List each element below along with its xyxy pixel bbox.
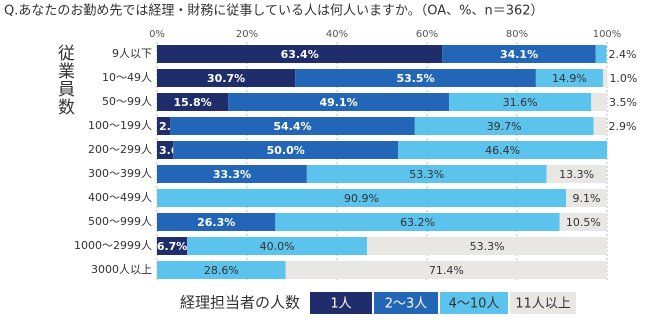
value-label: 10.5%: [566, 216, 601, 229]
bar-segment: [157, 189, 567, 207]
x-tick-label: 20%: [236, 29, 258, 40]
legend-title: 経理担当者の人数: [180, 294, 300, 312]
y-axis-label: 従業員数: [54, 44, 74, 116]
bar-segment: [546, 165, 607, 183]
y-tick-label: 1000～2999人: [74, 239, 152, 252]
bar-segment: [442, 45, 596, 63]
value-label: 28.6%: [204, 264, 239, 277]
bar-segment: [535, 69, 603, 87]
bar-segment: [306, 165, 547, 183]
bar-segment: [187, 237, 368, 255]
value-label: 13.3%: [559, 168, 594, 181]
legend-label: 11人以上: [515, 297, 571, 312]
value-label: 40.0%: [260, 240, 295, 253]
bar-segment: [173, 141, 399, 159]
bar-segment: [449, 93, 592, 111]
bar-segment: [157, 93, 229, 111]
value-label: 46.4%: [485, 144, 520, 157]
value-label: 53.5%: [396, 72, 434, 85]
value-label: 53.3%: [470, 240, 505, 253]
bar-segment: [228, 93, 450, 111]
value-label: 26.3%: [197, 216, 235, 229]
x-tick-label: 0%: [149, 29, 165, 40]
value-label: 39.7%: [487, 120, 522, 133]
bar-segment: [157, 261, 286, 279]
value-label: 53.3%: [409, 168, 444, 181]
y-tick-label: 500～999人: [88, 215, 152, 228]
value-label: 31.6%: [503, 96, 538, 109]
bar-segment: [157, 69, 296, 87]
bar-segment: [367, 237, 607, 255]
chart-title: Q.あなたのお勤め先では経理・財務に従事している人は何人いますか。（OA、%、n…: [4, 3, 544, 19]
bar-segment: [414, 117, 594, 135]
bar-segment: [591, 93, 607, 111]
x-tick-label: 40%: [326, 29, 348, 40]
legend-swatch: [440, 292, 508, 314]
legend-swatch: [310, 292, 372, 314]
value-label: 15.8%: [173, 96, 211, 109]
value-label: 49.1%: [319, 96, 357, 109]
legend-label: 4～10人: [449, 297, 500, 312]
value-label: 30.7%: [207, 72, 245, 85]
value-label: 14.9%: [552, 72, 587, 85]
value-label: 50.0%: [267, 144, 305, 157]
bar-segment: [602, 69, 608, 87]
value-label: 34.1%: [500, 48, 538, 61]
x-tick-label: 100%: [593, 29, 622, 40]
y-tick-label: 3000人以上: [91, 263, 152, 276]
bar-segment: [157, 165, 307, 183]
value-label: 1.0%: [609, 72, 637, 85]
value-label: 54.4%: [273, 120, 311, 133]
bar-segment: [398, 141, 607, 159]
value-label: 9.1%: [573, 192, 601, 205]
x-tick-label: 60%: [416, 29, 438, 40]
y-tick-label: 9人以下: [112, 47, 152, 60]
bar-segment: [295, 69, 536, 87]
bar-segment: [157, 117, 171, 135]
value-label: 2.4%: [609, 48, 637, 61]
value-label: 33.3%: [213, 168, 251, 181]
bar-segment: [275, 213, 560, 231]
bar-segment: [593, 117, 607, 135]
y-tick-label: 50～99人: [102, 95, 152, 108]
legend-swatch: [374, 292, 438, 314]
bar-segment: [157, 45, 443, 63]
y-tick-label: 100～199人: [88, 119, 152, 132]
x-tick-label: 80%: [506, 29, 528, 40]
bar-segment: [157, 213, 276, 231]
bar-segment: [559, 213, 607, 231]
legend-label: 2～3人: [385, 297, 428, 312]
value-label: 63.4%: [281, 48, 319, 61]
value-label: 3.5%: [609, 96, 637, 109]
value-label: 63.2%: [400, 216, 435, 229]
bar-segment: [170, 117, 415, 135]
bar-segment: [566, 189, 607, 207]
value-label: 90.9%: [344, 192, 379, 205]
bar-segment: [285, 261, 607, 279]
legend-label: 1人: [330, 297, 351, 312]
value-label: 6.7%: [157, 240, 188, 253]
value-label: 2.9%: [609, 120, 637, 133]
y-tick-label: 300～399人: [88, 167, 152, 180]
bar-segment: [157, 141, 174, 159]
legend-swatch: [510, 292, 576, 314]
y-tick-label: 400～499人: [88, 191, 152, 204]
y-tick-label: 200～299人: [88, 143, 152, 156]
bar-segment: [157, 237, 188, 255]
value-label: 71.4%: [429, 264, 464, 277]
bar-segment: [595, 45, 607, 63]
y-tick-label: 10～49人: [102, 71, 152, 84]
